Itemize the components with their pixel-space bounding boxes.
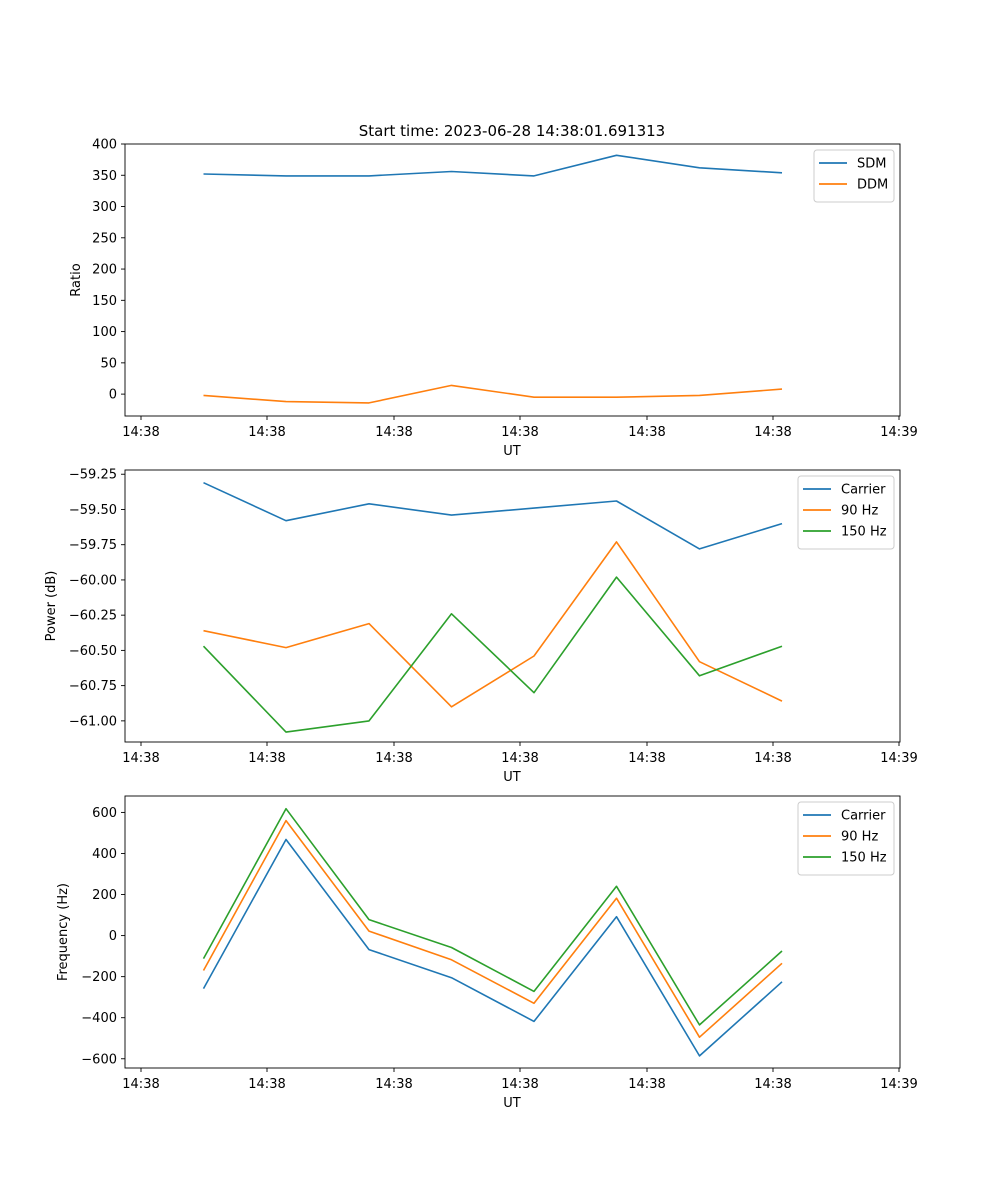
x-axis-label: UT [503, 444, 521, 459]
x-tick-label: 14:38 [501, 425, 538, 440]
subplot-3: −600 −400 −200 0 200 400 600 14:38 14:38 14:38 14:… [56, 795, 918, 1111]
x-tick-label: 14:38 [248, 751, 285, 766]
x-tick-label: 14:39 [880, 1077, 917, 1092]
chart-title: Start time: 2023-06-28 14:38:01.691313 [359, 122, 665, 140]
legend-label: 150 Hz [841, 851, 887, 866]
y-tick-label: 0 [109, 388, 117, 403]
series-line-ddm [203, 384, 783, 404]
x-tick-label: 14:38 [375, 1077, 412, 1092]
series-line-carrier [202, 838, 783, 1057]
y-tick-label: −59.50 [69, 503, 117, 518]
legend-label: 150 Hz [841, 525, 887, 540]
y-tick-label: −60.75 [69, 679, 117, 694]
y-tick-label: −200 [81, 970, 117, 985]
y-tick-label: −59.25 [69, 468, 117, 483]
y-tick-label: 50 [100, 356, 117, 371]
x-tick-label: 14:38 [628, 1077, 665, 1092]
legend-label: Carrier [841, 483, 886, 498]
x-tick-label: 14:38 [375, 425, 412, 440]
legend: Carrier 90 Hz 150 Hz [797, 475, 895, 550]
y-tick-label: −60.25 [69, 609, 117, 624]
series-line-90-hz [203, 541, 783, 708]
legend-label: 90 Hz [841, 830, 878, 845]
legend-label: DDM [857, 178, 888, 193]
x-axis-label: UT [503, 770, 521, 785]
x-tick-label: 14:38 [248, 1077, 285, 1092]
series-line-sdm [203, 154, 783, 177]
y-tick-label: 300 [92, 200, 117, 215]
x-tick-label: 14:38 [754, 751, 791, 766]
y-tick-label: 350 [92, 169, 117, 184]
y-tick-label: 200 [92, 888, 117, 903]
legend-label: 90 Hz [841, 504, 878, 519]
y-tick-label: 600 [92, 806, 117, 821]
x-tick-label: 14:38 [501, 751, 538, 766]
y-tick-label: −60.50 [69, 644, 117, 659]
x-tick-label: 14:38 [248, 425, 285, 440]
y-tick-label: −600 [81, 1052, 117, 1067]
x-tick-label: 14:38 [628, 751, 665, 766]
series-line-150-hz [202, 576, 783, 733]
subplot-1: 0 50 100 150 200 250 300 350 400 14:38 14:38 14:38 1… [69, 138, 918, 460]
axes-frame [124, 469, 901, 743]
x-tick-label: 14:38 [501, 1077, 538, 1092]
x-tick-label: 14:39 [880, 425, 917, 440]
x-tick-label: 14:38 [122, 751, 159, 766]
series-line-carrier [203, 481, 783, 550]
y-tick-label: −61.00 [69, 714, 117, 729]
series-line-150-hz [202, 807, 783, 1026]
x-tick-label: 14:38 [375, 751, 412, 766]
y-tick-label: −60.00 [69, 573, 117, 588]
y-axis-label: Power (dB) [44, 571, 59, 642]
y-tick-label: 400 [92, 138, 117, 153]
legend: Carrier 90 Hz 150 Hz [797, 801, 895, 876]
x-tick-label: 14:38 [628, 425, 665, 440]
y-tick-label: 0 [109, 929, 117, 944]
y-tick-label: 150 [92, 294, 117, 309]
x-axis-label: UT [503, 1096, 521, 1111]
y-tick-label: 100 [92, 325, 117, 340]
legend-label: SDM [857, 157, 886, 172]
series-line-90-hz [202, 819, 783, 1038]
legend-label: Carrier [841, 809, 886, 824]
legend: SDM DDM [813, 149, 895, 203]
y-axis-label: Ratio [69, 263, 84, 296]
x-tick-label: 14:38 [122, 1077, 159, 1092]
y-tick-label: 200 [92, 263, 117, 278]
x-tick-label: 14:38 [754, 1077, 791, 1092]
axes-frame [124, 795, 901, 1069]
y-tick-label: −59.75 [69, 538, 117, 553]
y-tick-label: 250 [92, 231, 117, 246]
y-axis-label: Frequency (Hz) [56, 883, 71, 981]
y-tick-label: 400 [92, 847, 117, 862]
x-tick-label: 14:38 [122, 425, 159, 440]
x-tick-label: 14:39 [880, 751, 917, 766]
x-tick-label: 14:38 [754, 425, 791, 440]
axes-frame [124, 143, 901, 417]
subplot-2: −61.00 −60.75 −60.50 −60.25 −60.00 −59.75 −59.… [44, 468, 918, 785]
y-tick-label: −400 [81, 1011, 117, 1026]
